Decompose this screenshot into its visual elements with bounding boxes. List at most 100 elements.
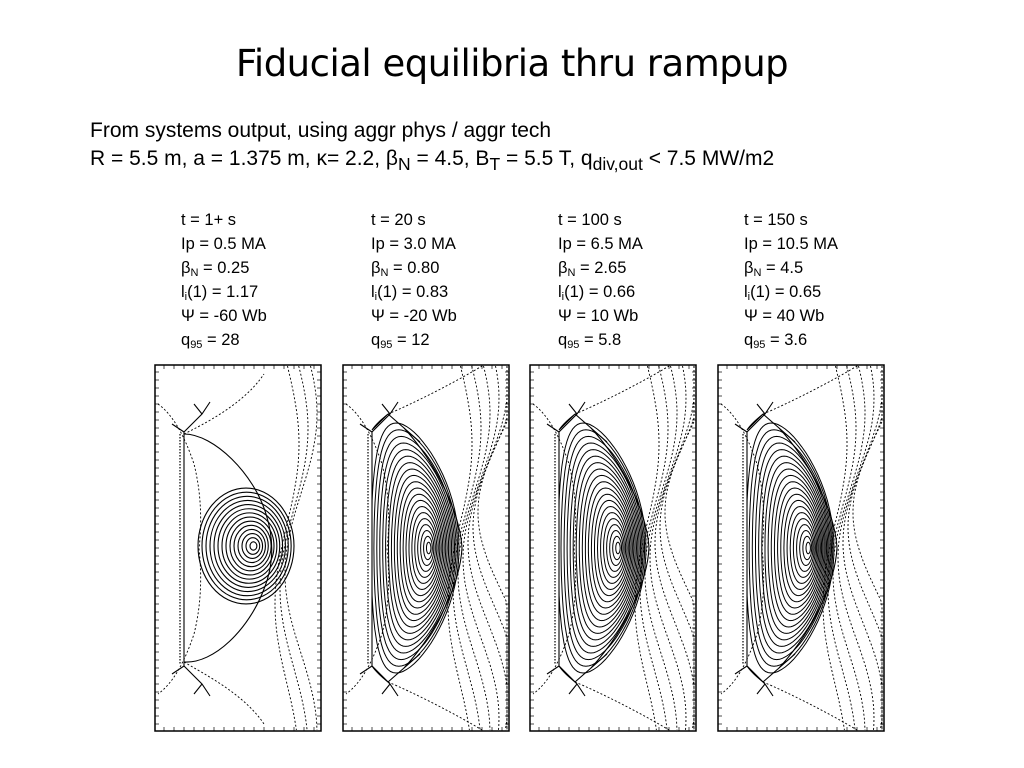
flux-surface [770, 474, 825, 622]
flux-surface [393, 474, 448, 622]
flux-surface [423, 535, 433, 561]
equilibrium-plot-2 [342, 364, 510, 732]
separatrix [183, 433, 273, 663]
flux-surface [572, 455, 640, 641]
flux-surface [805, 541, 811, 555]
external-flux-line [284, 365, 318, 731]
external-flux-line [822, 365, 848, 731]
flux-surface [777, 487, 823, 609]
case-beta: βN = 2.65 [558, 259, 627, 279]
subtitle-part-c: = 5.5 T, q [500, 147, 593, 170]
flux-surface [751, 435, 833, 661]
subtitle-line-2: R = 5.5 m, a = 1.375 m, κ= 2.2, βN = 4.5… [90, 145, 774, 178]
case-caption-1: t = 1+ s Ip = 0.5 MA βN = 0.25 li(1) = 1… [181, 208, 267, 352]
bt-subscript: T [489, 154, 501, 175]
flux-surface [590, 493, 632, 603]
flux-surface [563, 435, 644, 661]
case-beta: βN = 4.5 [744, 259, 804, 279]
external-flux-line [832, 365, 866, 731]
external-flux-line [274, 365, 300, 731]
external-flux-line [634, 365, 660, 731]
separatrix [558, 413, 650, 683]
flux-surface [209, 499, 286, 593]
flux-surface [764, 462, 828, 634]
flux-surface [746, 422, 835, 674]
flux-surface [596, 505, 629, 591]
flux-surface [201, 491, 292, 601]
flux-surface [802, 535, 813, 561]
slide-title: Fiducial equilibria thru rampup [235, 42, 789, 85]
equilibrium-plot-4 [717, 364, 885, 732]
flux-surface [581, 474, 636, 622]
external-flux-line [659, 366, 695, 730]
case-psi: Ψ = 10 Wb [558, 307, 639, 325]
flux-surface [396, 481, 447, 615]
flux-surface [560, 429, 646, 667]
case-time: t = 100 s [558, 211, 622, 229]
flux-surface [233, 524, 269, 568]
flux-surface [796, 524, 815, 572]
flux-surface [237, 528, 266, 564]
subtitle-part-d: < 7.5 MW/m2 [642, 147, 775, 170]
case-psi: Ψ = -60 Wb [181, 307, 267, 325]
flux-surface [600, 512, 628, 584]
subtitle-line-1: From systems output, using aggr phys / a… [90, 119, 552, 142]
separatrix [746, 413, 838, 683]
flux-surface [387, 462, 451, 634]
slide-subtitle: From systems output, using aggr phys / a… [90, 117, 774, 178]
flux-surface [558, 422, 647, 674]
qdiv-subscript: div,out [592, 154, 643, 175]
case-li: li(1) = 1.17 [181, 283, 259, 303]
beta-n-subscript: N [398, 154, 411, 175]
flux-surface [426, 541, 432, 555]
external-flux-line [664, 366, 695, 730]
flux-surface [799, 529, 814, 567]
x-point-leg [403, 427, 421, 669]
case-li: li(1) = 0.65 [744, 283, 822, 303]
external-flux-line [644, 365, 678, 731]
divertor-legs [734, 401, 774, 697]
flux-surface-diagram [342, 364, 510, 732]
flux-surface [414, 518, 438, 578]
flux-surface [609, 529, 624, 567]
flux-surface [411, 512, 439, 584]
flux-surface [217, 508, 281, 584]
flux-surface [390, 468, 450, 628]
case-time: t = 150 s [744, 211, 808, 229]
case-psi: Ψ = 40 Wb [744, 307, 825, 325]
flux-surface [578, 468, 638, 628]
external-flux-line [387, 365, 483, 731]
flux-surface [245, 537, 261, 555]
flux-surface [197, 487, 295, 605]
flux-surface [385, 455, 453, 641]
flux-surface [755, 442, 831, 654]
external-flux-line [472, 366, 508, 730]
case-caption-3: t = 100 s Ip = 6.5 MA βN = 2.65 li(1) = … [558, 208, 643, 352]
external-flux-line [762, 365, 858, 731]
flux-surface [371, 422, 460, 674]
external-flux-line [654, 365, 695, 731]
flux-surface [382, 449, 454, 647]
divertor-legs [546, 401, 586, 697]
x-point-leg [778, 427, 796, 669]
external-flux-line [462, 365, 500, 731]
case-caption-2: t = 20 s Ip = 3.0 MA βN = 0.80 li(1) = 0… [371, 208, 457, 352]
flux-surface [584, 481, 635, 615]
flux-surface [225, 516, 275, 576]
flux-surface [420, 529, 435, 567]
case-q95: q95 = 28 [181, 331, 240, 351]
case-q95: q95 = 12 [371, 331, 430, 351]
external-flux-line [457, 365, 491, 731]
case-li: li(1) = 0.83 [371, 283, 449, 303]
external-flux-line [574, 365, 670, 731]
flux-surface [249, 541, 258, 551]
external-flux-line [532, 403, 577, 695]
external-flux-line [157, 403, 202, 695]
divertor-legs [171, 401, 211, 697]
external-flux-line [477, 366, 508, 730]
flux-surface [615, 541, 621, 555]
flux-surface [792, 518, 816, 578]
flux-surface [566, 442, 643, 654]
case-beta: βN = 0.25 [181, 259, 250, 279]
flux-surface [761, 455, 829, 641]
